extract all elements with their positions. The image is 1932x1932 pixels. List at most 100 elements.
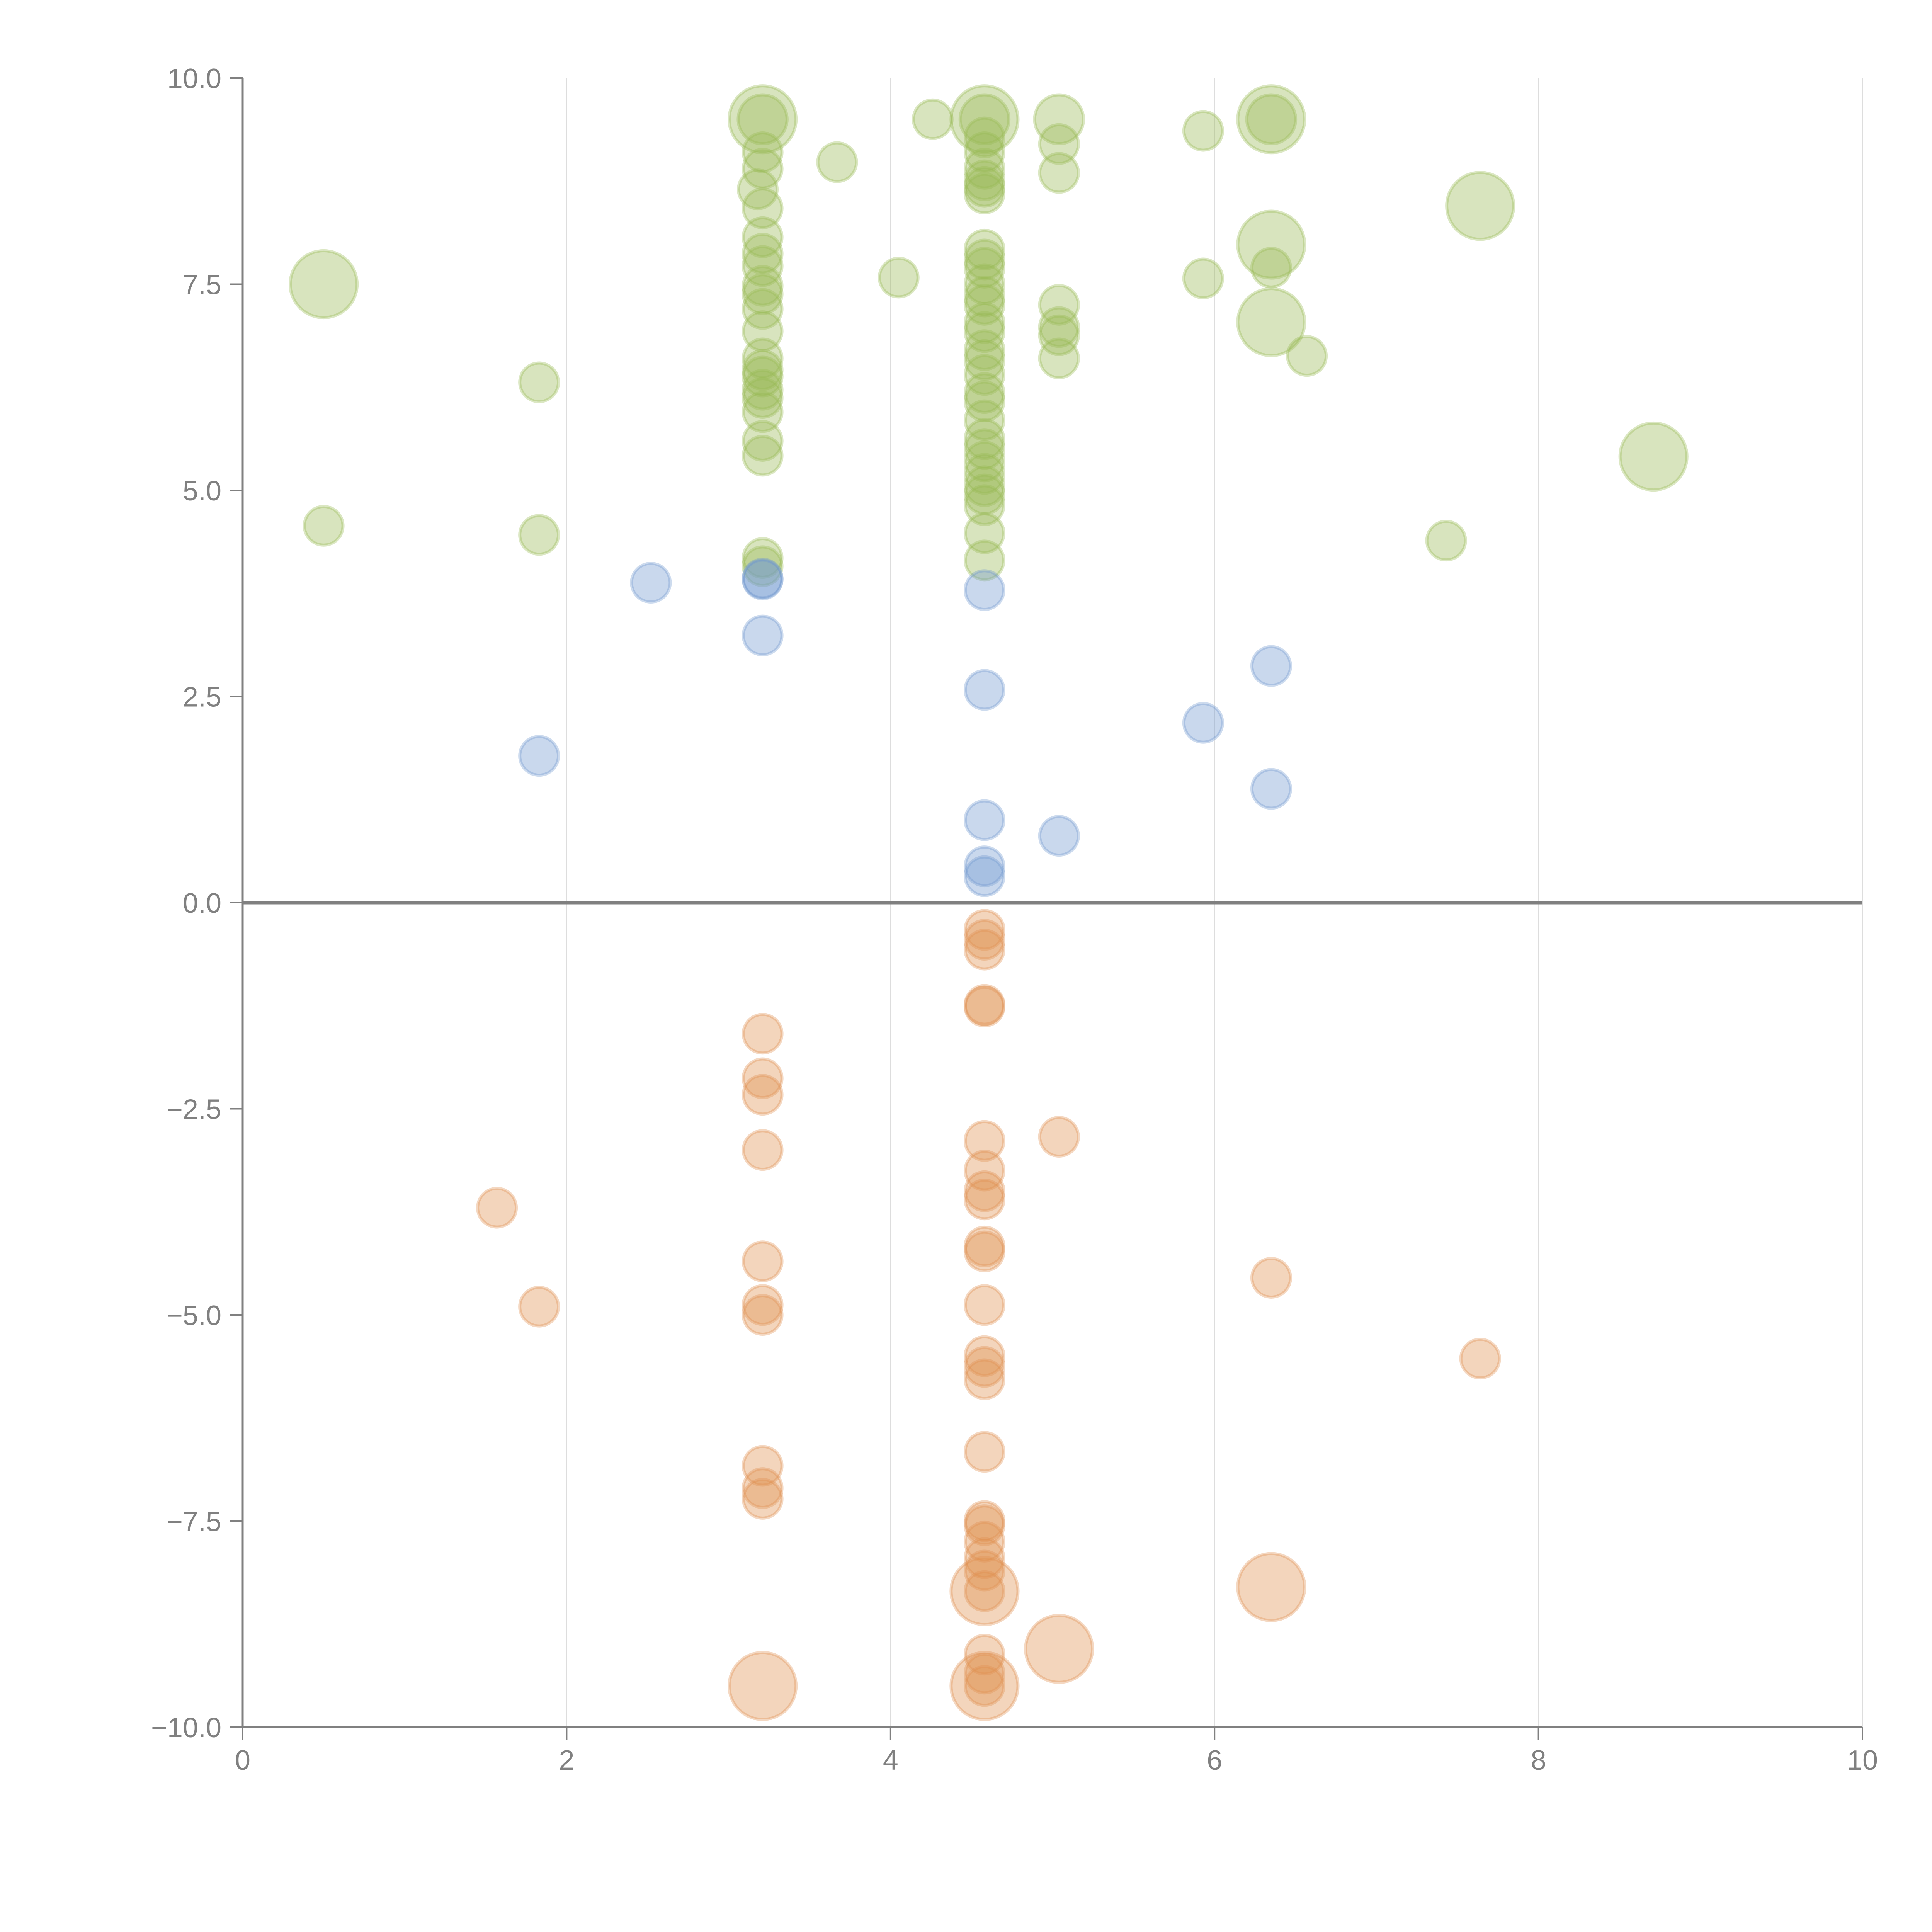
data-point bbox=[963, 1570, 1005, 1612]
data-point bbox=[963, 284, 1005, 326]
data-point bbox=[963, 172, 1005, 214]
data-point bbox=[1245, 93, 1298, 145]
data-point bbox=[742, 1467, 784, 1509]
data-point bbox=[1236, 209, 1306, 280]
data-point bbox=[963, 1500, 1005, 1542]
y-tick-label: 7.5 bbox=[183, 270, 221, 301]
data-point bbox=[963, 1537, 1005, 1579]
data-point bbox=[963, 399, 1005, 441]
data-point bbox=[742, 1284, 784, 1326]
x-tick-label: 2 bbox=[559, 1745, 574, 1776]
data-point bbox=[1038, 337, 1080, 379]
data-point bbox=[742, 1445, 784, 1487]
data-point bbox=[963, 569, 1005, 611]
data-point bbox=[963, 1358, 1005, 1400]
x-axis-ticks: 0 2 4 6 8 10 bbox=[235, 1727, 1878, 1776]
data-point bbox=[630, 562, 672, 604]
data-point bbox=[963, 1150, 1005, 1192]
data-point bbox=[742, 337, 784, 379]
y-tick-label: −7.5 bbox=[167, 1507, 221, 1537]
data-point bbox=[1024, 1614, 1094, 1684]
data-point bbox=[963, 1179, 1005, 1221]
data-point bbox=[1445, 171, 1515, 241]
data-point bbox=[742, 355, 784, 398]
data-point bbox=[878, 257, 920, 299]
data-point bbox=[963, 418, 1005, 460]
data-point bbox=[1038, 306, 1080, 348]
data-point bbox=[728, 1651, 798, 1721]
data-point bbox=[963, 799, 1005, 841]
data-point bbox=[742, 349, 784, 391]
data-point bbox=[742, 245, 784, 287]
data-point bbox=[742, 369, 784, 411]
data-point bbox=[963, 465, 1005, 507]
data-point bbox=[1182, 702, 1224, 744]
y-axis-ticks: 10.0 7.5 5.0 2.5 0.0 −2.5 −5.0 −7.5 −10.0 bbox=[151, 63, 243, 1743]
series-high bbox=[288, 84, 1689, 587]
x-tick-label: 10 bbox=[1847, 1745, 1878, 1776]
data-point bbox=[963, 116, 1005, 158]
data-point bbox=[963, 380, 1005, 422]
data-point bbox=[949, 1651, 1020, 1721]
data-point bbox=[963, 148, 1005, 190]
data-point bbox=[1250, 1257, 1292, 1299]
data-point bbox=[1182, 257, 1224, 299]
data-point bbox=[742, 537, 784, 579]
data-point bbox=[1425, 520, 1467, 562]
data-point bbox=[742, 1240, 784, 1282]
data-point bbox=[912, 98, 954, 140]
data-point bbox=[963, 1335, 1005, 1377]
y-tick-label: −2.5 bbox=[167, 1094, 221, 1125]
data-point bbox=[963, 428, 1005, 470]
series-negative bbox=[476, 909, 1501, 1721]
data-point bbox=[963, 985, 1005, 1027]
data-point bbox=[742, 558, 784, 600]
data-point bbox=[1033, 93, 1085, 145]
data-point bbox=[958, 93, 1011, 145]
x-tick-label: 8 bbox=[1531, 1745, 1546, 1776]
data-point bbox=[742, 1129, 784, 1171]
data-point bbox=[1038, 123, 1080, 165]
data-point bbox=[742, 420, 784, 462]
data-point bbox=[742, 310, 784, 352]
data-point bbox=[1250, 768, 1292, 810]
data-point bbox=[728, 84, 798, 155]
data-point bbox=[963, 302, 1005, 344]
data-point bbox=[963, 484, 1005, 526]
data-point bbox=[963, 453, 1005, 495]
data-point bbox=[1459, 1338, 1501, 1380]
data-point bbox=[1038, 815, 1080, 857]
data-point bbox=[963, 1431, 1005, 1473]
data-point bbox=[1250, 645, 1292, 687]
data-point bbox=[742, 545, 784, 587]
data-point bbox=[963, 159, 1005, 201]
data-point bbox=[949, 1556, 1020, 1626]
data-point bbox=[963, 228, 1005, 270]
y-tick-label: −5.0 bbox=[167, 1300, 221, 1331]
data-point bbox=[1250, 247, 1292, 289]
x-tick-label: 6 bbox=[1207, 1745, 1222, 1776]
data-point bbox=[742, 288, 784, 330]
data-point bbox=[288, 249, 359, 320]
data-point bbox=[963, 539, 1005, 582]
data-point bbox=[1182, 110, 1224, 152]
data-point bbox=[518, 1286, 560, 1328]
data-point bbox=[742, 614, 784, 656]
data-point bbox=[963, 372, 1005, 414]
series-low bbox=[518, 558, 1292, 897]
data-point bbox=[949, 84, 1020, 155]
data-point bbox=[963, 440, 1005, 483]
y-tick-label: −10.0 bbox=[151, 1713, 221, 1743]
data-point bbox=[963, 929, 1005, 971]
data-point bbox=[963, 1634, 1005, 1676]
data-point bbox=[963, 1665, 1005, 1707]
data-point bbox=[963, 919, 1005, 961]
data-point bbox=[1286, 335, 1328, 377]
data-point bbox=[963, 1549, 1005, 1592]
data-point bbox=[742, 391, 784, 433]
y-tick-label: 2.5 bbox=[183, 682, 221, 713]
data-point bbox=[1236, 1552, 1306, 1622]
data-point bbox=[742, 187, 784, 230]
data-point bbox=[963, 1284, 1005, 1326]
y-tick-label: 10.0 bbox=[167, 63, 221, 94]
